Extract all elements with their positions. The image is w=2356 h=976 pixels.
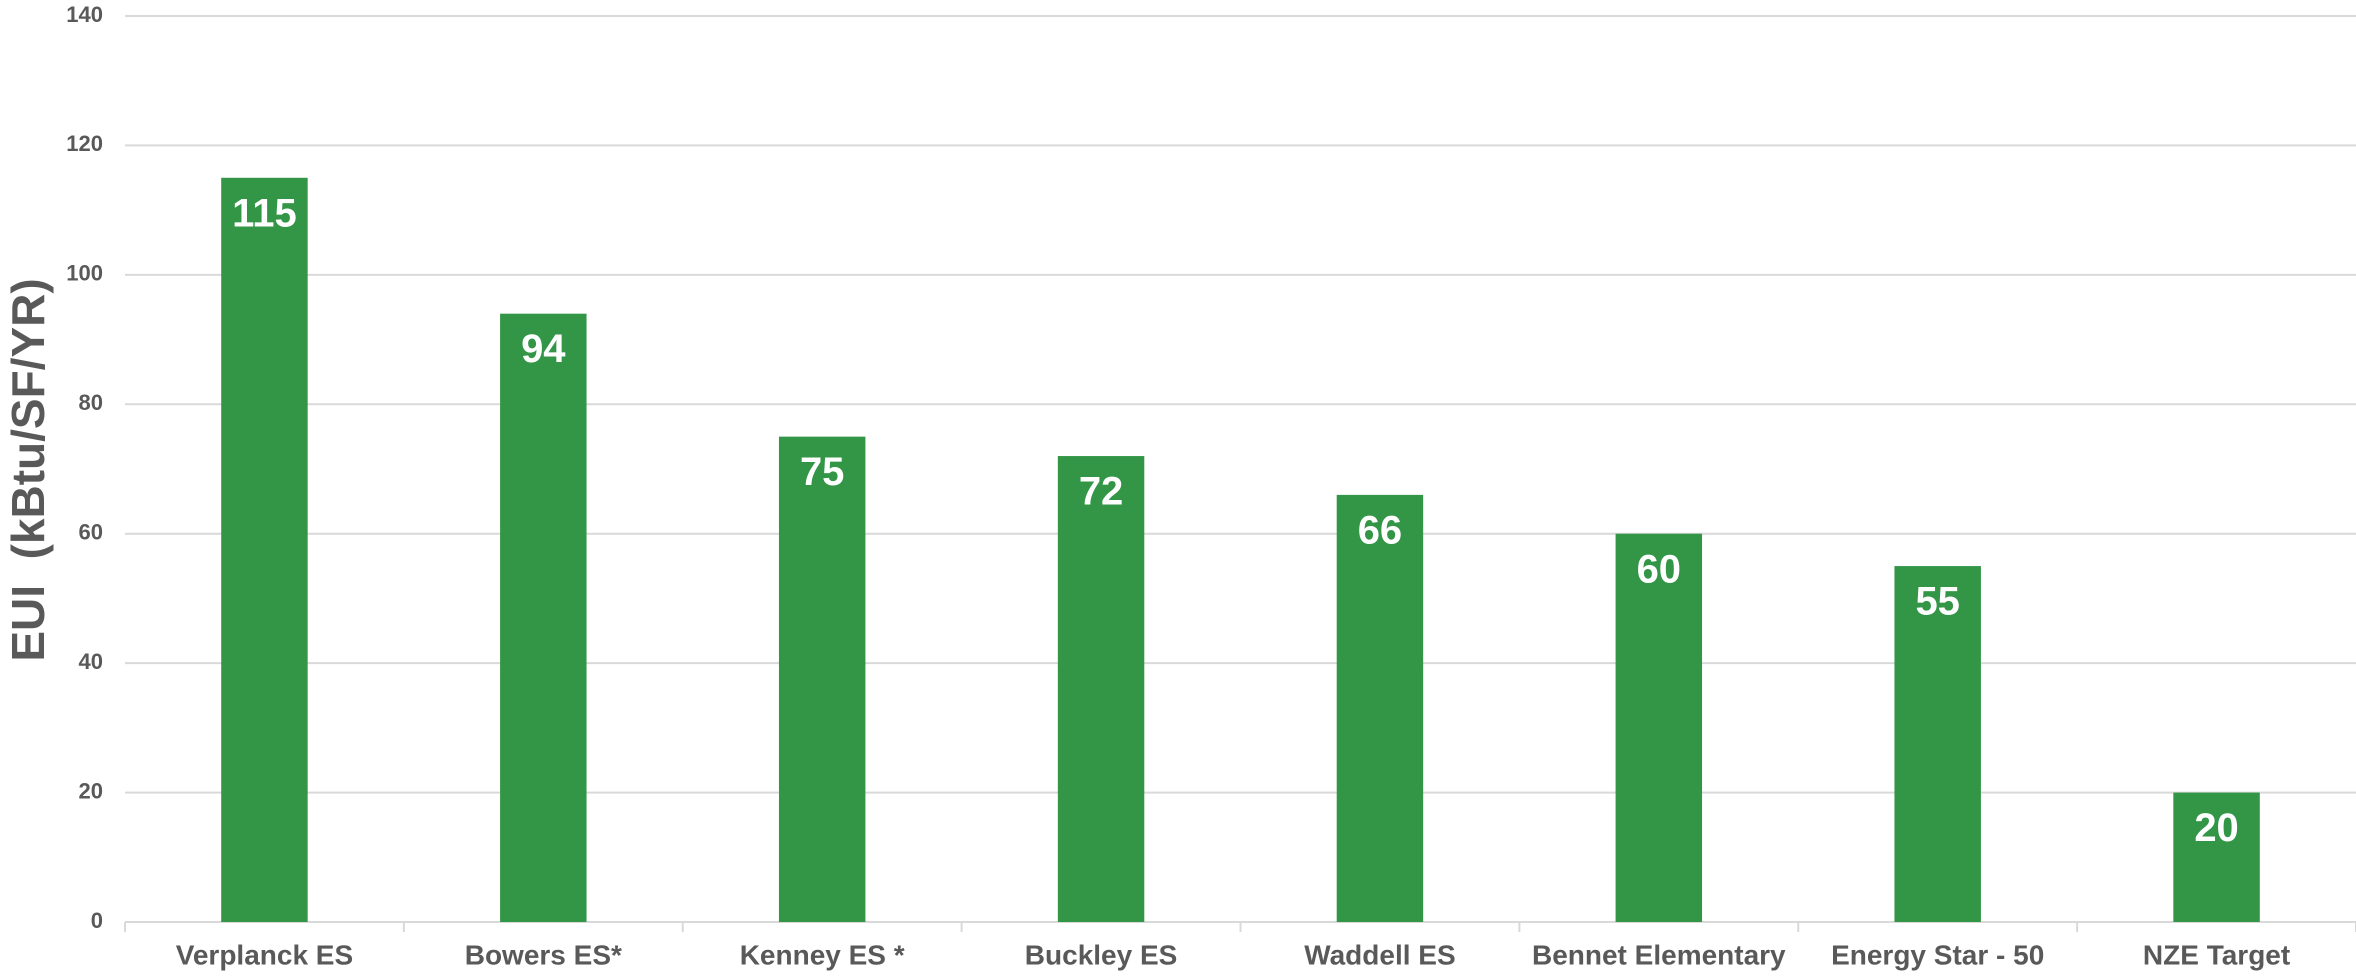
data-label: 94 [521,327,566,371]
data-label: 115 [232,191,297,235]
bar [1057,456,1145,922]
y-tick-label: 80 [79,390,103,415]
y-tick-label: 0 [91,908,103,933]
x-tick-label: Kenney ES * [740,939,905,970]
data-label: 20 [2194,806,2239,850]
bar [221,177,308,923]
data-label: 55 [1915,580,1960,624]
data-label: 60 [1637,547,1682,591]
x-tick-label: Energy Star - 50 [1831,939,2044,970]
data-label: 75 [800,450,845,494]
y-tick-label: 100 [66,261,103,286]
bar [778,436,866,922]
data-label: 66 [1358,508,1403,552]
x-tick-label: Bennet Elementary [1532,939,1786,970]
bar [1894,566,1981,922]
y-axis-title: EUI (kBtu/SF/YR) [2,278,54,661]
y-tick-label: 60 [79,520,103,545]
x-tick-label: Buckley ES [1025,939,1178,970]
y-tick-label: 120 [66,131,103,156]
y-tick-label: 20 [79,778,103,803]
bar [500,313,587,923]
data-label: 72 [1079,470,1124,514]
x-tick-label: Waddell ES [1304,939,1455,970]
bar [1615,533,1703,922]
bar [2173,792,2260,922]
bar [1336,494,1424,922]
y-tick-label: 40 [79,649,103,674]
x-tick-label: Verplanck ES [176,939,353,970]
y-tick-label: 140 [66,2,103,27]
x-tick-label: Bowers ES* [465,939,622,970]
x-tick-label: NZE Target [2143,939,2290,970]
